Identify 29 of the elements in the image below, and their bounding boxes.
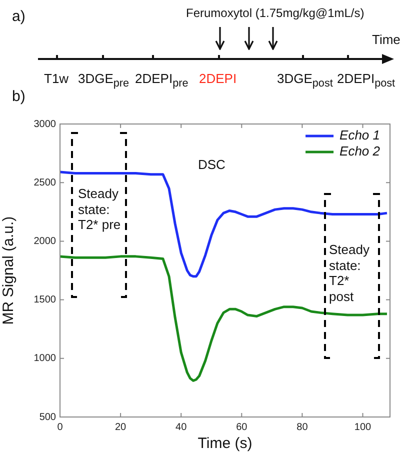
text: 2DEPI$_{pre}$ bbox=[135, 71, 188, 91]
annotation: Steady state: T2* post bbox=[329, 242, 370, 304]
x-tick-label: 20 bbox=[114, 422, 127, 433]
y-tick-label: 3000 bbox=[34, 118, 56, 130]
y-tick-label: 1500 bbox=[34, 294, 56, 306]
y-tick-label: 2500 bbox=[34, 177, 56, 188]
text: 3DGE$_{pre}$ bbox=[78, 71, 130, 91]
text: 3DGE$_{post}$ bbox=[277, 71, 333, 91]
x-tick-label: 40 bbox=[176, 422, 188, 433]
legend-label: Echo 1 bbox=[340, 128, 380, 143]
text: 2DEPI$_{post}$ bbox=[337, 71, 396, 91]
x-tick-label: 0 bbox=[57, 422, 64, 433]
x-tick-label: 100 bbox=[354, 422, 372, 433]
text: a) bbox=[12, 8, 26, 26]
annotation: Steady state: T2* pre bbox=[78, 186, 122, 233]
y-tick-label: 2000 bbox=[34, 236, 56, 247]
text: T1w bbox=[44, 71, 69, 87]
text: 2DEPI bbox=[199, 71, 237, 87]
legend-label: Echo 2 bbox=[340, 144, 381, 159]
y-tick-label: 500 bbox=[39, 412, 56, 423]
text: Time bbox=[372, 32, 400, 48]
text: b) bbox=[12, 88, 26, 106]
y-tick-label: 1000 bbox=[34, 353, 56, 364]
text: Ferumoxytol (1.75mg/kg@1mL/s) bbox=[186, 6, 364, 20]
x-axis-title: Time (s) bbox=[198, 435, 252, 452]
x-tick-label: 80 bbox=[296, 422, 308, 433]
x-tick-label: 60 bbox=[236, 422, 248, 433]
annotation: DSC bbox=[198, 157, 226, 173]
y-axis-title: MR Signal (a.u.) bbox=[0, 216, 18, 325]
